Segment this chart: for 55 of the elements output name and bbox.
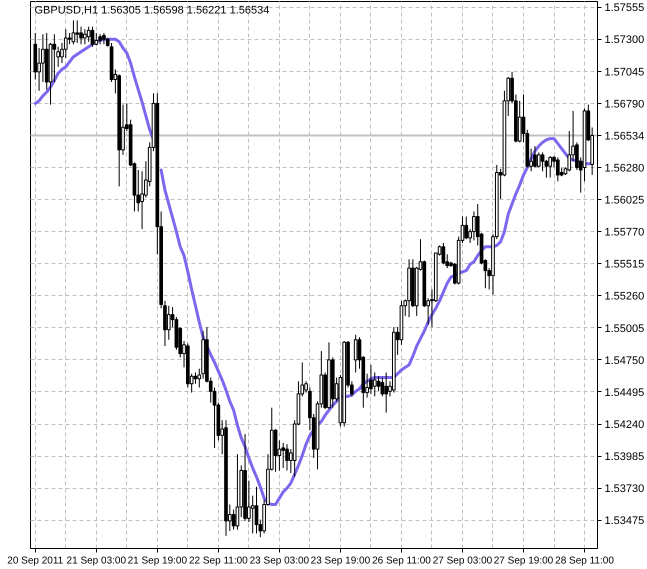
candlestick [384, 372, 388, 414]
y-tick-label: 1.56280 [604, 162, 644, 174]
x-tick-label: 23 Sep 19:00 [310, 556, 371, 566]
candlestick [236, 454, 240, 530]
candlestick [372, 372, 377, 397]
candlestick [52, 34, 56, 82]
y-tick-label: 1.54495 [604, 386, 644, 399]
x-tick-label: 27 Sep 19:00 [494, 556, 554, 566]
candlestick [194, 372, 198, 384]
candlestick [64, 28, 68, 59]
candlestick [533, 146, 537, 168]
y-tick-label: 1.57555 [604, 2, 644, 14]
y-tick-label: 1.55260 [604, 290, 644, 303]
y-tick-label: 1.54240 [604, 419, 644, 432]
candlestick [98, 34, 102, 45]
candlestick [536, 152, 541, 168]
x-tick-label: 22 Sep 11:00 [188, 556, 248, 566]
candlestick [254, 486, 258, 534]
candlestick [472, 211, 476, 241]
chart-title: GBPUSD,H1 1.56305 1.56598 1.56221 1.56534 [34, 4, 270, 16]
candlestick [285, 444, 289, 472]
candlestick [72, 20, 76, 45]
x-tick-label: 21 Sep 03:00 [66, 556, 126, 566]
candlestick [464, 216, 468, 240]
y-tick-label: 1.53475 [604, 515, 644, 528]
y-tick-label: 1.57045 [604, 66, 644, 78]
x-tick-label: 28 Sep 11:00 [555, 556, 614, 566]
y-tick-label: 1.53985 [604, 451, 644, 464]
y-tick-label: 1.55515 [604, 258, 644, 271]
candlestick [102, 32, 106, 45]
candlestick [83, 28, 87, 45]
candlestick [90, 26, 94, 48]
candlestick [354, 334, 358, 373]
candlestick [86, 26, 91, 42]
candlestick [442, 242, 446, 265]
y-tick-label: 1.55770 [604, 226, 644, 239]
candlestick [75, 20, 80, 44]
x-tick-label: 26 Sep 11:00 [372, 556, 432, 566]
candlestick [556, 156, 560, 182]
y-tick-label: 1.55005 [604, 322, 644, 335]
candlestick [281, 442, 286, 469]
x-tick-label: 20 Sep 2011 [7, 556, 64, 566]
candlestick [369, 364, 373, 394]
ref-line-label: 1.56534 [604, 130, 644, 143]
y-tick-label: 1.57300 [604, 34, 644, 46]
y-tick-label: 1.54750 [604, 354, 644, 367]
y-tick-label: 1.56025 [604, 194, 644, 207]
x-tick-label: 27 Sep 03:00 [432, 556, 493, 566]
candlestick [166, 305, 171, 340]
y-tick-label: 1.56790 [604, 98, 644, 110]
x-tick-label: 23 Sep 03:00 [250, 556, 310, 566]
candlestick [94, 32, 98, 46]
y-tick-label: 1.53730 [604, 483, 644, 496]
x-tick-label: 21 Sep 19:00 [128, 556, 188, 566]
candlestick [548, 156, 552, 178]
